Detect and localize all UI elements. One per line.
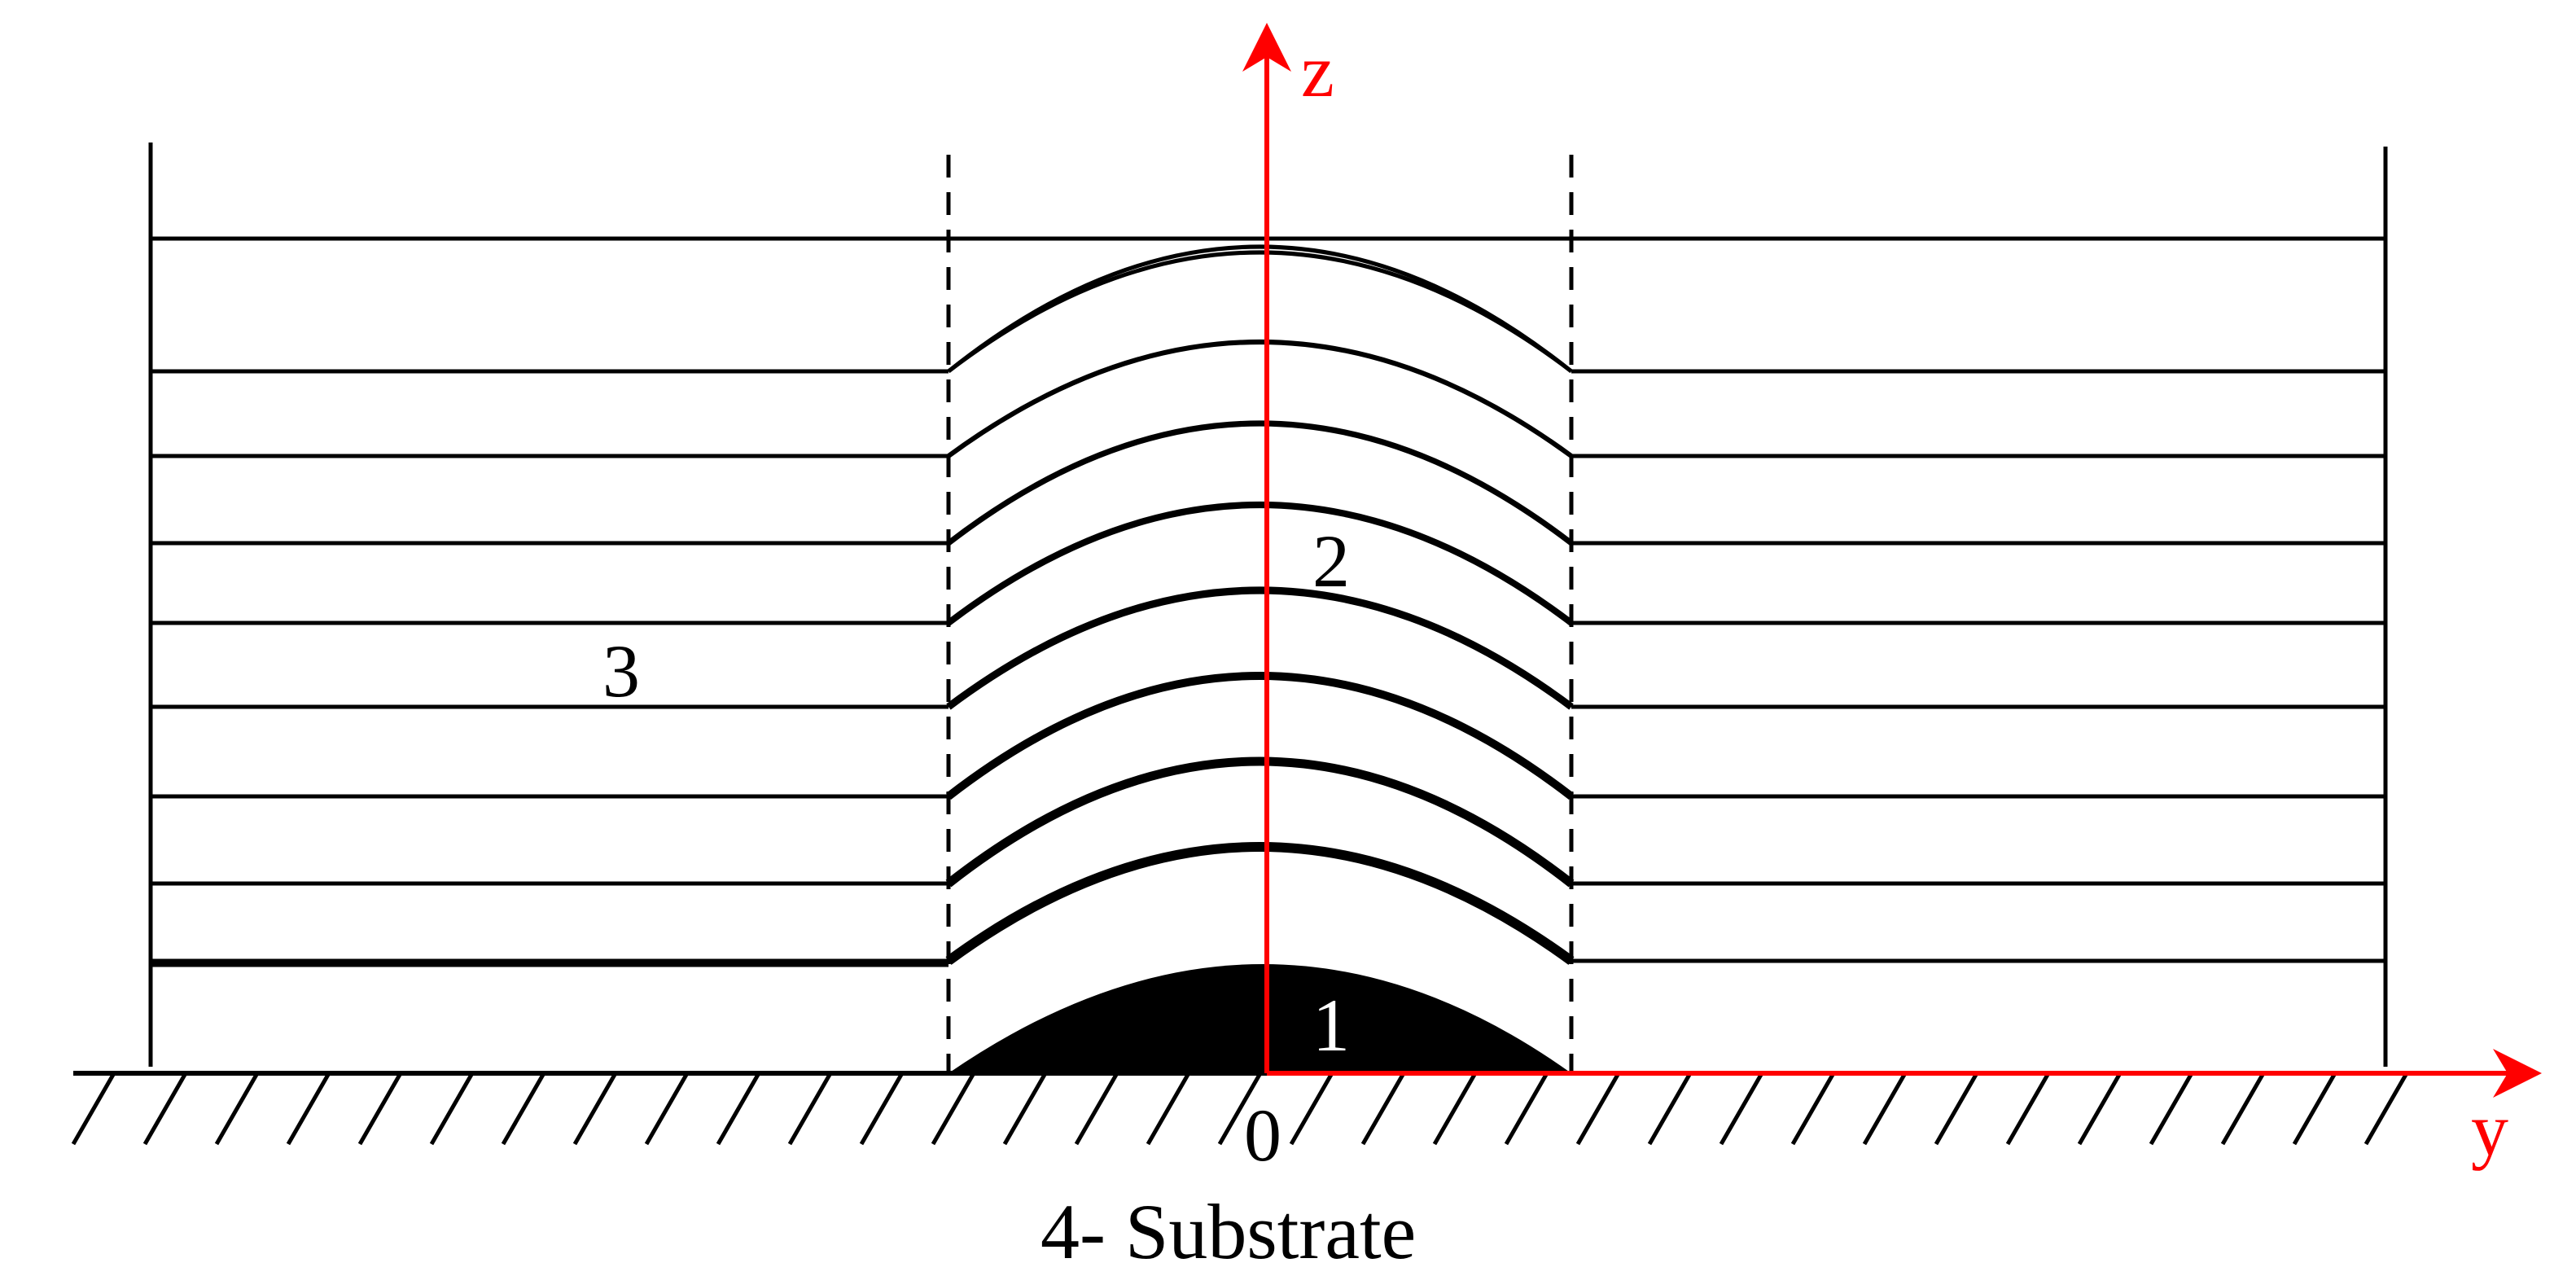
hatch-mark [1002, 1072, 1048, 1146]
region-3-label: 3 [602, 629, 640, 713]
origin-label: 0 [1244, 1094, 1281, 1177]
layer-arc [945, 756, 1575, 888]
hatch-mark [716, 1072, 761, 1146]
substrate-hatching [71, 1071, 2491, 1146]
layer-arc [946, 420, 1574, 546]
layer-arc [947, 340, 1573, 458]
hatch-mark [1289, 1072, 1334, 1146]
layer-arc [946, 502, 1574, 626]
hatch-mark [1146, 1072, 1191, 1146]
hatch-mark [1360, 1072, 1406, 1146]
y-axis-label: y [2471, 1088, 2508, 1171]
hatch-mark [286, 1072, 331, 1146]
hatch-mark [859, 1072, 905, 1146]
substrate-caption: 4- Substrate [1040, 1188, 1416, 1275]
z-axis-label: z [1301, 29, 1334, 112]
region-1-deposit [948, 964, 1571, 1073]
hatch-mark [1217, 1072, 1263, 1146]
hatch-mark [142, 1072, 188, 1146]
hatch-mark [1790, 1072, 1836, 1146]
hatch-mark [2077, 1072, 2123, 1146]
layer-arc [947, 250, 1573, 373]
hatch-mark [2149, 1072, 2194, 1146]
layer-arc [945, 842, 1575, 965]
hatch-mark [1575, 1072, 1621, 1146]
hatch-mark [1647, 1072, 1693, 1146]
hatch-mark [787, 1072, 833, 1146]
layer-arc-top [947, 244, 1573, 373]
hatch-mark [214, 1072, 260, 1146]
layer-arc [946, 586, 1574, 710]
hatch-mark [429, 1072, 475, 1146]
hatch-mark [1934, 1072, 1979, 1146]
hatch-mark [1504, 1072, 1549, 1146]
region-1-label: 1 [1312, 984, 1350, 1067]
hatch-mark [572, 1072, 618, 1146]
hatch-mark [71, 1072, 116, 1146]
hatch-mark [644, 1072, 690, 1146]
layer-arc [945, 672, 1575, 800]
hatch-mark [1074, 1072, 1119, 1146]
hatch-mark [2364, 1072, 2409, 1146]
hatch-mark [2292, 1072, 2337, 1146]
hatch-mark [1719, 1072, 1764, 1146]
region-2-label: 2 [1312, 520, 1350, 603]
hatch-mark [931, 1072, 976, 1146]
layer-lines [151, 244, 2385, 967]
hatch-mark [2005, 1072, 2051, 1146]
hatch-mark [357, 1072, 403, 1146]
hatch-mark [1862, 1072, 1908, 1146]
hatch-mark [2220, 1072, 2266, 1146]
hatch-mark [1432, 1072, 1478, 1146]
hatch-mark [501, 1072, 546, 1146]
